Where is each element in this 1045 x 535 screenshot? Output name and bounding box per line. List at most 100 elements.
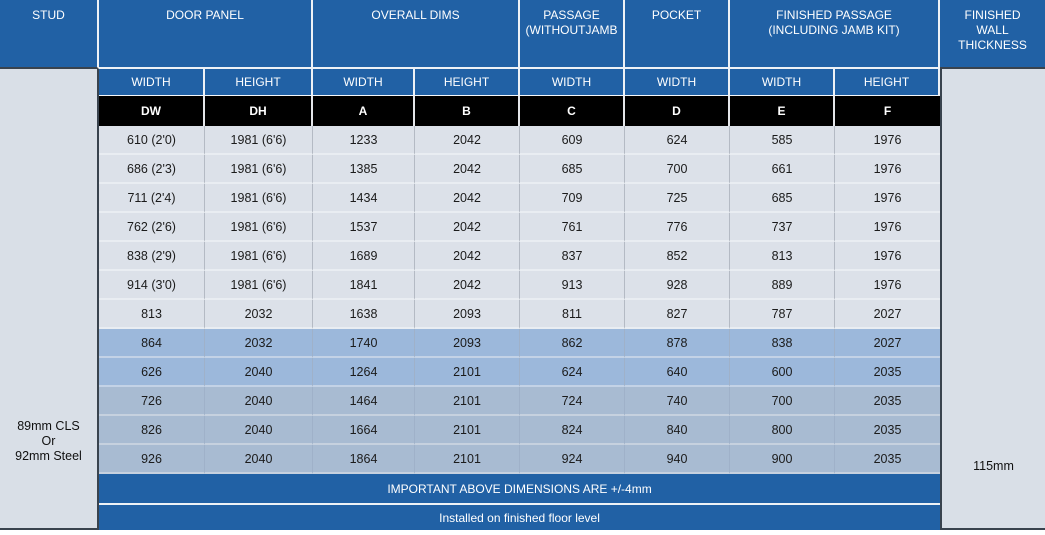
dimension-cell: 914 (3'0) [99,271,205,300]
subheader-finished-width: WIDTH [730,69,836,96]
footer-installed-text: Installed on finished floor level [99,503,941,530]
table-row: 826 2040 1664 2101 824 840 800 2035 [0,416,1045,445]
dimension-cell: 864 [99,329,205,358]
table-row: 610 (2'0) 1981 (6'6) 1233 2042 609 624 5… [0,126,1045,155]
dimension-cell: 826 [99,416,205,445]
table-row: 864 2032 1740 2093 862 878 838 2027 [0,329,1045,358]
dimension-cell: 610 (2'0) [99,126,205,155]
dimension-cell: 2042 [415,242,521,271]
dimension-cell: 1434 [313,184,416,213]
subheader-door-width: WIDTH [99,69,205,96]
code-e: E [730,96,836,126]
table-row: 762 (2'6) 1981 (6'6) 1537 2042 761 776 7… [0,213,1045,242]
dimension-cell: 725 [625,184,731,213]
header-overall-dims: OVERALL DIMS [313,0,521,69]
table-row: 726 2040 1464 2101 724 740 700 2035 [0,387,1045,416]
dimension-cell: 1740 [313,329,416,358]
dimension-cell: 624 [520,358,626,387]
header-finished-passage: FINISHED PASSAGE (INCLUDING JAMB KIT) [730,0,941,69]
dimension-cell: 1664 [313,416,416,445]
dimension-cell: 1537 [313,213,416,242]
header-passage: PASSAGE (WITHOUTJAMB [520,0,626,69]
code-f: F [835,96,941,126]
code-c: C [520,96,626,126]
table-row: 813 2032 1638 2093 811 827 787 2027 [0,300,1045,329]
dimension-cell: 2035 [835,358,941,387]
dimension-cell: 1976 [835,213,941,242]
header-finished-wall-thickness: FINISHED WALL THICKNESS [940,0,1045,69]
dimension-cell: 726 [99,387,205,416]
code-d: D [625,96,731,126]
dimension-cell: 1638 [313,300,416,329]
dimension-cell: 813 [730,242,836,271]
stud-note: 89mm CLS Or 92mm Steel [0,69,99,530]
table-header-row: STUD DOOR PANEL OVERALL DIMS PASSAGE (WI… [0,0,1045,69]
dimension-cell: 2032 [205,329,314,358]
wall-thickness-value: 115mm [940,69,1045,530]
dimension-cell: 838 (2'9) [99,242,205,271]
dimension-cell: 1976 [835,155,941,184]
table-row: 686 (2'3) 1981 (6'6) 1385 2042 685 700 6… [0,155,1045,184]
dimension-cell: 2093 [415,329,521,358]
dimension-cell: 878 [625,329,731,358]
dimension-cell: 2040 [205,358,314,387]
dimension-cell: 1981 (6'6) [205,271,314,300]
dimension-cell: 1981 (6'6) [205,126,314,155]
dimension-cell: 1464 [313,387,416,416]
dimension-cell: 640 [625,358,731,387]
dimension-cell: 624 [625,126,731,155]
dimension-cell: 2042 [415,184,521,213]
dimension-cell: 862 [520,329,626,358]
dimension-cell: 600 [730,358,836,387]
dimension-cell: 924 [520,445,626,474]
dimension-cell: 1385 [313,155,416,184]
dimension-cell: 686 (2'3) [99,155,205,184]
subheader-overall-height: HEIGHT [415,69,521,96]
subheader-overall-width: WIDTH [313,69,416,96]
dimension-cell: 1864 [313,445,416,474]
code-a: A [313,96,416,126]
dimension-cell: 1976 [835,184,941,213]
dimension-cell: 2101 [415,416,521,445]
footer-important-text: IMPORTANT ABOVE DIMENSIONS ARE +/-4mm [99,474,941,503]
header-stud: STUD [0,0,99,69]
dimension-cell: 827 [625,300,731,329]
dimension-cell: 2035 [835,445,941,474]
dimension-cell: 889 [730,271,836,300]
table-row: 914 (3'0) 1981 (6'6) 1841 2042 913 928 8… [0,271,1045,300]
dimension-cell: 1689 [313,242,416,271]
table-row: 711 (2'4) 1981 (6'6) 1434 2042 709 725 6… [0,184,1045,213]
dimension-cell: 2101 [415,358,521,387]
header-pocket: POCKET [625,0,731,69]
table-row: 926 2040 1864 2101 924 940 900 2035 [0,445,1045,474]
dimension-cell: 737 [730,213,836,242]
dimension-cell: 1981 (6'6) [205,213,314,242]
table-subheader-row: 89mm CLS Or 92mm Steel WIDTH HEIGHT WIDT… [0,69,1045,530]
dimension-cell: 740 [625,387,731,416]
dimension-cell: 626 [99,358,205,387]
dimension-cell: 709 [520,184,626,213]
dimension-cell: 913 [520,271,626,300]
dimension-cell: 700 [625,155,731,184]
dimension-cell: 2042 [415,271,521,300]
subheader-passage-width: WIDTH [520,69,626,96]
dimension-cell: 1233 [313,126,416,155]
subheader-finished-height: HEIGHT [835,69,941,96]
footer-important-band: IMPORTANT ABOVE DIMENSIONS ARE +/-4mm [0,474,1045,503]
dimension-cell: 685 [730,184,836,213]
footer-installed-band: Installed on finished floor level [0,503,1045,530]
dimension-cell: 761 [520,213,626,242]
dimension-cell: 700 [730,387,836,416]
dimension-cell: 928 [625,271,731,300]
dimension-cell: 852 [625,242,731,271]
dimension-cell: 1976 [835,242,941,271]
dimension-cell: 2101 [415,387,521,416]
dimension-cell: 940 [625,445,731,474]
dimension-cell: 1264 [313,358,416,387]
dimension-cell: 787 [730,300,836,329]
dimension-cell: 762 (2'6) [99,213,205,242]
dimension-cell: 724 [520,387,626,416]
dimension-cell: 800 [730,416,836,445]
dimension-cell: 2040 [205,416,314,445]
